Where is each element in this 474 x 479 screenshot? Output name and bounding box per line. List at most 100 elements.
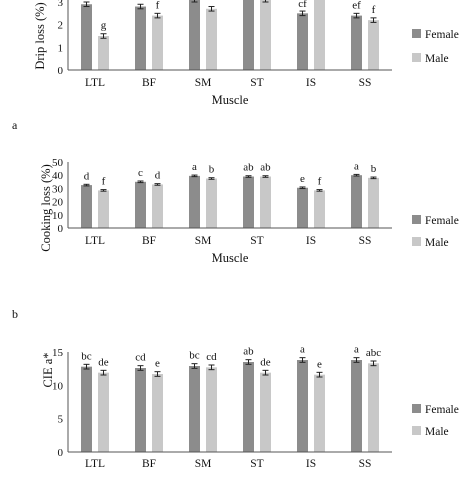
x-category-label: SS (359, 458, 372, 470)
legend-label-male: Male (425, 237, 449, 249)
x-category-label: SM (195, 77, 212, 89)
bar-female-st (243, 0, 254, 70)
bar-male-ltl (98, 372, 109, 452)
bar-male-sm (206, 178, 217, 228)
x-category-label: SM (195, 235, 212, 247)
y-tick-label: 30 (52, 183, 64, 195)
legend-swatch-female (412, 29, 421, 38)
y-tick-label: 0 (58, 447, 64, 459)
significance-letter: bc (81, 350, 92, 362)
x-category-label: IS (306, 458, 316, 470)
legend-label-female: Female (425, 404, 459, 416)
bar-female-ltl (81, 366, 92, 452)
x-axis-title: Muscle (212, 251, 249, 265)
significance-letter: e (317, 358, 322, 370)
x-category-label: BF (142, 458, 156, 470)
bar-female-sm (189, 366, 200, 452)
x-category-label: LTL (85, 235, 105, 247)
significance-letter: e (300, 173, 305, 185)
significance-letter: c (138, 167, 143, 179)
x-category-label: ST (250, 77, 263, 89)
y-axis-title: Cooking loss (%) (39, 164, 53, 252)
significance-letter: f (318, 176, 322, 188)
significance-letter: ab (243, 162, 254, 174)
bar-male-is (314, 0, 325, 71)
y-tick-label: 10 (52, 380, 64, 392)
y-tick-label: 2 (58, 20, 64, 32)
bar-female-sm (189, 0, 200, 71)
panel-tag: a (12, 118, 18, 132)
bar-male-is (314, 190, 325, 228)
bar-female-sm (189, 175, 200, 228)
significance-letter: ef (352, 0, 361, 11)
y-tick-label: 10 (52, 210, 64, 222)
y-tick-label: 40 (52, 170, 64, 182)
x-category-label: LTL (85, 77, 105, 89)
y-axis-title: CIE a* (41, 352, 55, 387)
legend: Female Male (412, 404, 459, 438)
bar-female-ss (351, 175, 362, 228)
bar-female-bf (135, 181, 146, 228)
bar-female-is (297, 360, 308, 452)
bar-male-bf (152, 184, 163, 228)
significance-letter: d (155, 170, 161, 182)
bar-female-ss (351, 15, 362, 71)
significance-letter: a (354, 344, 359, 356)
x-category-label: IS (306, 235, 316, 247)
bar-male-sm (206, 8, 217, 71)
plot-area (81, 357, 379, 452)
legend: Female Male (412, 29, 459, 65)
legend-label-female: Female (425, 215, 459, 227)
bar-male-st (260, 0, 271, 71)
panel-tag: b (12, 307, 18, 321)
y-tick-label: 15 (52, 347, 64, 359)
legend-swatch-female (412, 215, 421, 224)
significance-letter: d (84, 170, 90, 182)
significance-letter: abc (366, 347, 381, 359)
y-tick-label: 20 (52, 197, 64, 209)
significance-letter: cd (135, 352, 146, 364)
bar-male-ss (368, 363, 379, 452)
significance-letter: b (371, 163, 377, 175)
significance-letter: ab (260, 162, 271, 174)
plot-area (81, 0, 379, 71)
x-axis-title: Muscle (212, 93, 249, 107)
bar-female-ltl (81, 185, 92, 228)
significance-letter: de (98, 356, 109, 368)
x-category-label: SS (359, 77, 372, 89)
significance-letter: e (155, 358, 160, 370)
y-tick-label: 5 (58, 414, 64, 426)
legend-swatch-male (412, 426, 421, 435)
x-category-label: LTL (85, 458, 105, 470)
y-tick-label: 0 (58, 65, 64, 77)
y-tick-label: 3 (58, 0, 64, 9)
bar-male-st (260, 176, 271, 228)
legend-label-male: Male (425, 426, 449, 438)
bar-male-bf (152, 15, 163, 71)
bar-male-ss (368, 177, 379, 228)
significance-letter: cf (298, 0, 307, 10)
significance-letter: f (372, 4, 376, 16)
bar-male-sm (206, 367, 217, 452)
legend-label-male: Male (425, 53, 449, 65)
significance-letter: f (102, 176, 106, 188)
bar-male-st (260, 372, 271, 452)
plot-area (81, 173, 379, 228)
bar-female-is (297, 13, 308, 71)
significance-letter: cd (206, 351, 217, 363)
x-category-label: BF (142, 77, 156, 89)
significance-letter: f (156, 0, 160, 11)
y-tick-label: 0 (58, 223, 64, 235)
y-tick-label: 1 (58, 42, 64, 54)
bar-male-ss (368, 20, 379, 71)
legend-label-female: Female (425, 29, 459, 41)
x-category-label: IS (306, 77, 316, 89)
bar-female-ss (351, 360, 362, 452)
bar-male-bf (152, 374, 163, 452)
bar-male-ltl (98, 190, 109, 228)
bar-female-bf (135, 6, 146, 71)
significance-letter: b (209, 164, 215, 176)
